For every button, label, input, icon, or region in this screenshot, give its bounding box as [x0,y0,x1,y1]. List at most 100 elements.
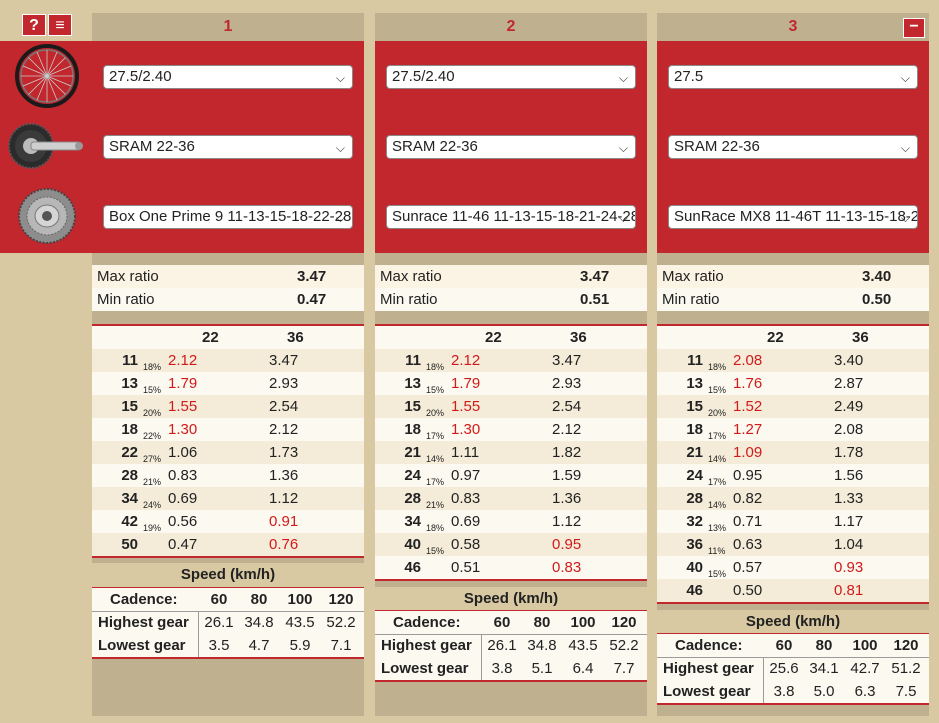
lowest-gear-row: Lowest gear 3.5 4.7 5.9 7.1 [92,634,364,657]
divider [198,611,199,657]
cadence-value: 100 [287,591,313,608]
ratio-small-ring: 1.52 [733,398,763,415]
cog-teeth: 13 [686,375,703,392]
ratio-small-ring: 1.30 [451,421,481,438]
cog-teeth: 18 [404,421,421,438]
column-number: 2 [506,18,516,35]
cog-teeth: 13 [404,375,421,392]
max-ratio-row: Max ratio 3.47 [92,265,364,288]
speed-value: 6.3 [854,683,876,700]
wheel-select[interactable]: 27.5/2.40 ⌵ [386,65,636,89]
speed-title: Speed (km/h) [92,563,364,587]
ratio-small-ring: 1.55 [451,398,481,415]
ratio-big-ring: 1.73 [269,444,299,461]
speed-value: 4.7 [248,637,270,654]
crank-select[interactable]: SRAM 22-36 ⌵ [668,135,918,159]
lowest-gear-row: Lowest gear 3.8 5.0 6.3 7.5 [657,680,929,703]
speed-value: 52.2 [326,614,356,631]
ratio-big-ring: 2.49 [834,398,864,415]
ratio-small-ring: 0.57 [733,559,763,576]
cog-teeth: 36 [686,536,703,553]
ratio-small-ring: 0.69 [168,490,198,507]
cog-teeth: 50 [121,536,138,553]
cog-teeth: 15 [121,398,138,415]
ratio-big-ring: 1.56 [834,467,864,484]
cog-teeth: 18 [121,421,138,438]
chainring-label: 36 [287,329,304,346]
gear-row: 15 20% 1.55 2.54 [92,395,364,418]
gear-row: 24 17% 0.95 1.56 [657,464,929,487]
setup-column-3: 3 − 27.5 ⌵ SRAM 22-36 ⌵ SunRace MX8 11-46T… [657,13,929,716]
chevron-down-icon: ⌵ [900,71,910,85]
crank-select-value: SRAM 22-36 [674,138,760,155]
menu-button[interactable]: ≡ [48,14,72,36]
gear-row: 36 11% 0.63 1.04 [657,533,929,556]
step-percent: 14% [708,454,727,464]
gear-row: 28 21% 0.83 1.36 [375,487,647,510]
step-percent: 17% [708,477,727,487]
ratio-small-ring: 1.79 [451,375,481,392]
gear-row: 11 18% 2.08 3.40 [657,349,929,372]
remove-column-button[interactable]: − [903,18,925,38]
cog-teeth: 46 [686,582,703,599]
gear-row: 42 19% 0.56 0.91 [92,510,364,533]
cadence-value: 80 [250,591,268,608]
wheel-select[interactable]: 27.5 ⌵ [668,65,918,89]
chainring-label: 36 [852,329,869,346]
cassette-select[interactable]: SunRace MX8 11-46T 11-13-15-18-21-24-28-… [668,205,918,229]
step-percent: 15% [143,385,162,395]
cog-teeth: 21 [404,444,421,461]
ratio-small-ring: 2.12 [168,352,198,369]
gear-row: 34 18% 0.69 1.12 [375,510,647,533]
chevron-down-icon: ⌵ [335,71,345,85]
ratio-big-ring: 3.47 [552,352,582,369]
column-number-label: 3 [788,18,798,35]
speed-value: 26.1 [487,637,517,654]
gear-row: 28 21% 0.83 1.36 [92,464,364,487]
ratio-small-ring: 1.55 [168,398,198,415]
step-percent: 17% [426,431,445,441]
highest-gear-row: Highest gear 26.1 34.8 43.5 52.2 [92,611,364,634]
crank-select[interactable]: SRAM 22-36 ⌵ [386,135,636,159]
cassette-select-value: SunRace MX8 11-46T 11-13-15-18-21-24-28-… [674,208,917,225]
chevron-down-icon: ⌵ [618,71,628,85]
cog-teeth: 42 [121,513,138,530]
gear-row: 15 20% 1.55 2.54 [375,395,647,418]
ratio-small-ring: 1.76 [733,375,763,392]
crank-select[interactable]: SRAM 22-36 ⌵ [103,135,353,159]
max-ratio-value: 3.40 [862,268,892,285]
wheel-select[interactable]: 27.5/2.40 ⌵ [103,65,353,89]
cassette-select[interactable]: Sunrace 11-46 11-13-15-18-21-24-28-34-40… [386,205,636,229]
cadence-row: Cadence: 60 80 100 120 [375,611,647,634]
gear-row: 40 15% 0.57 0.93 [657,556,929,579]
speed-value: 7.7 [613,660,635,677]
cassette-select-value: Box One Prime 9 11-13-15-18-22-28-34-42-… [109,208,352,225]
component-selectors: 27.5/2.40 ⌵ SRAM 22-36 ⌵ Sunrace 11-46 11-… [375,41,647,253]
speed-value: 6.4 [572,660,594,677]
wheel-select-value: 27.5/2.40 [109,68,172,85]
step-percent: 13% [708,523,727,533]
ratio-small-ring: 0.63 [733,536,763,553]
min-ratio-value: 0.50 [862,291,892,308]
help-button[interactable]: ? [22,14,46,36]
ratio-small-ring: 0.83 [451,490,481,507]
speed-value: 52.2 [609,637,639,654]
cadence-value: 60 [210,591,228,608]
speed-value: 43.5 [568,637,598,654]
step-percent: 24% [143,500,162,510]
step-percent: 20% [708,408,727,418]
cog-teeth: 40 [404,536,421,553]
step-percent: 22% [143,431,162,441]
chevron-down-icon: ⌵ [900,141,910,155]
gear-row: 40 15% 0.58 0.95 [375,533,647,556]
cadence-value: 60 [775,637,793,654]
chainring-label: 36 [570,329,587,346]
chevron-down-icon: ⌵ [335,211,345,225]
speed-value: 51.2 [891,660,921,677]
step-percent: 17% [426,477,445,487]
cassette-select[interactable]: Box One Prime 9 11-13-15-18-22-28-34-42-… [103,205,353,229]
step-percent: 11% [708,546,726,556]
gear-row: 50 0.47 0.76 [92,533,364,556]
highest-gear-label: Highest gear [663,660,754,677]
speed-value: 25.6 [769,660,799,677]
